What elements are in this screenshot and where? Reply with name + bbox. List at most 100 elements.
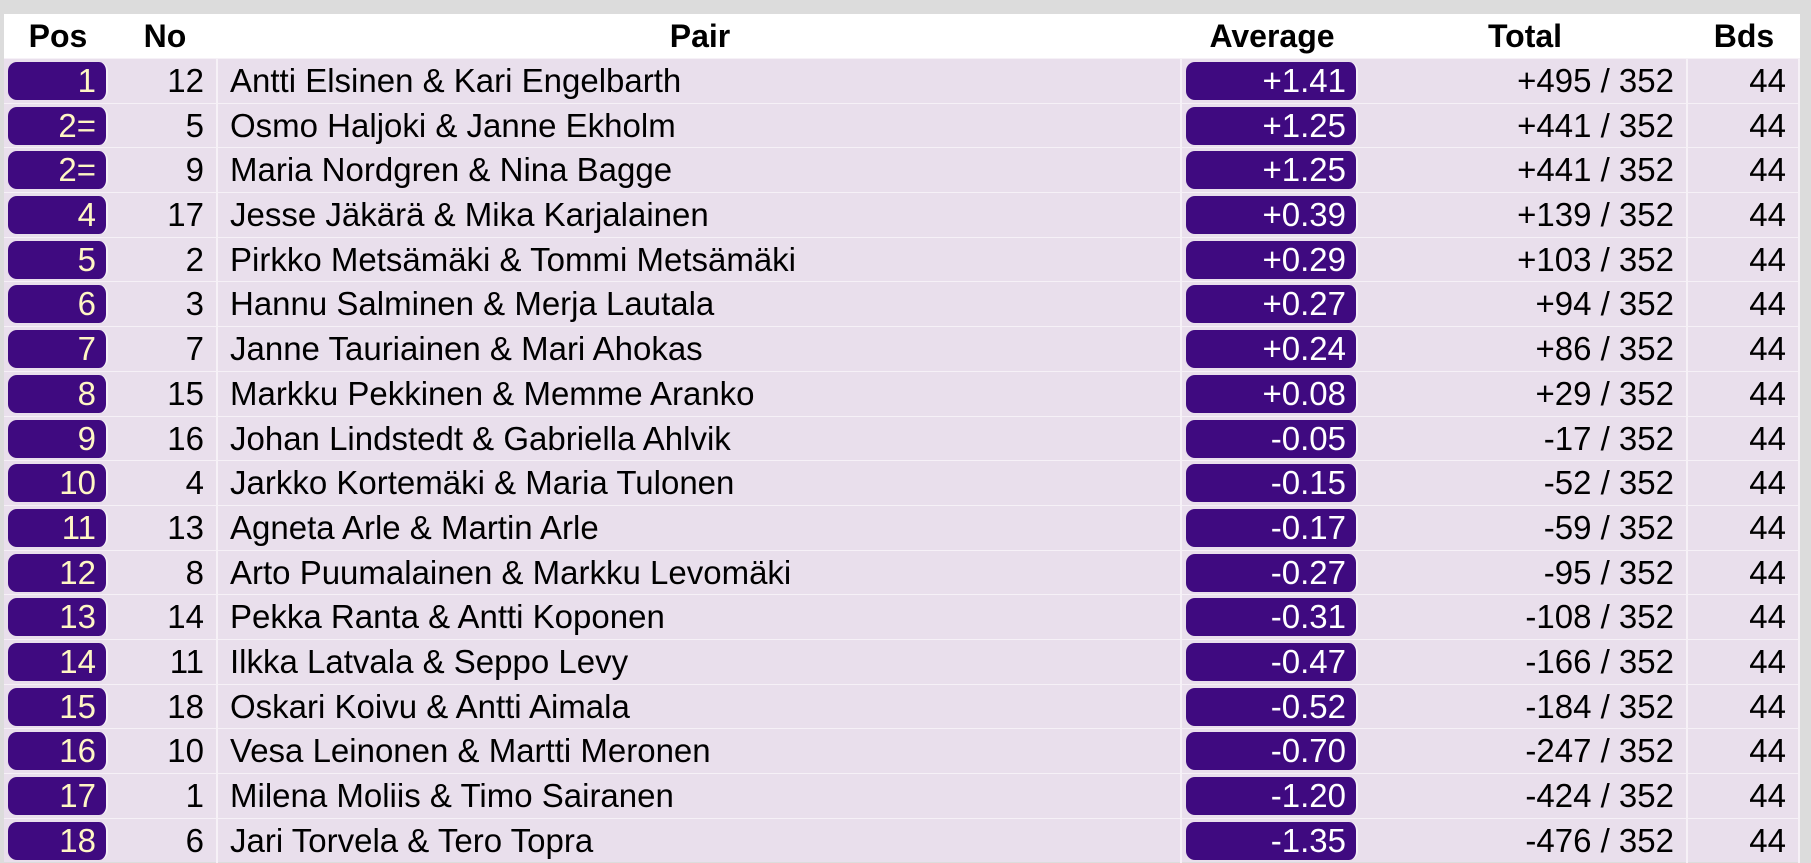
result-row: 14 11 Ilkka Latvala & Seppo Levy -0.47 -166 … (4, 638, 1800, 684)
no-cell: 15 (112, 371, 218, 416)
header-average: Average (1209, 17, 1335, 54)
pos-cell: 6 (8, 285, 108, 324)
average-cell: -0.15 (1186, 464, 1358, 503)
pos-cell: 2= (8, 151, 108, 190)
boards-cell: 44 (1688, 595, 1800, 640)
pair-cell: Vesa Leinonen & Martti Meronen (218, 729, 1182, 774)
pair-cell: Jari Torvela & Tero Topra (218, 818, 1182, 863)
pair-cell: Markku Pekkinen & Memme Aranko (218, 371, 1182, 416)
average-cell: -0.47 (1186, 642, 1358, 681)
pos-cell: 17 (8, 777, 108, 815)
pos-cell: 14 (8, 642, 108, 681)
header-total: Total (1487, 17, 1563, 54)
result-row: 7 7 Janne Tauriainen & Mari Ahokas +0.24 +86… (4, 326, 1800, 372)
total-cell: -95 / 352 (1362, 550, 1688, 595)
pair-cell: Jarkko Kortemäki & Maria Tulonen (218, 461, 1182, 506)
boards-cell: 44 (1688, 818, 1800, 863)
average-cell: +1.25 (1186, 106, 1358, 145)
boards-cell: 44 (1688, 729, 1800, 774)
boards-cell: 44 (1688, 639, 1800, 684)
total-cell: -247 / 352 (1362, 729, 1688, 774)
result-row: 6 3 Hannu Salminen & Merja Lautala +0.27 +94… (4, 281, 1800, 327)
no-cell: 10 (112, 729, 218, 774)
pair-cell: Hannu Salminen & Merja Lautala (218, 282, 1182, 327)
no-cell: 1 (112, 774, 218, 818)
pos-cell: 1 (8, 62, 108, 100)
result-row: 16 10 Vesa Leinonen & Martti Meronen -0.70-… (4, 728, 1800, 774)
total-cell: +139 / 352 (1362, 193, 1688, 238)
pair-cell: Pekka Ranta & Antti Koponen (218, 595, 1182, 640)
no-cell: 16 (112, 416, 218, 461)
no-cell: 18 (112, 684, 218, 729)
header-row: Pos No Pair Average Total Bds (4, 14, 1800, 58)
pair-cell: Maria Nordgren & Nina Bagge (218, 148, 1182, 193)
result-row: 4 17 Jesse Jäkärä & Mika Karjalainen +0.39 +… (4, 192, 1800, 238)
boards-cell: 44 (1688, 148, 1800, 193)
result-row: 8 15 Markku Pekkinen & Memme Aranko +0.08 +2… (4, 370, 1800, 416)
result-row: 13 14 Pekka Ranta & Antti Koponen -0.31 -108… (4, 594, 1800, 640)
boards-cell: 44 (1688, 59, 1800, 103)
boards-cell: 44 (1688, 550, 1800, 595)
total-cell: -108 / 352 (1362, 595, 1688, 640)
result-row: 12 8 Arto Puumalainen & Markku Levomäki -0.… (4, 549, 1800, 595)
pos-cell: 10 (8, 464, 108, 503)
pos-cell: 4 (8, 196, 108, 235)
no-cell: 9 (112, 148, 218, 193)
average-cell: -0.27 (1186, 553, 1358, 592)
pair-cell: Jesse Jäkärä & Mika Karjalainen (218, 193, 1182, 238)
pair-cell: Janne Tauriainen & Mari Ahokas (218, 327, 1182, 372)
pair-cell: Agneta Arle & Martin Arle (218, 505, 1182, 550)
average-cell: -0.52 (1186, 687, 1358, 726)
boards-cell: 44 (1688, 237, 1800, 282)
average-cell: +0.39 (1186, 196, 1358, 235)
pos-cell: 13 (8, 598, 108, 637)
average-cell: -0.17 (1186, 508, 1358, 547)
result-row: 18 6 Jari Torvela & Tero Topra -1.35 -476 / … (4, 817, 1800, 863)
boards-cell: 44 (1688, 103, 1800, 148)
header-boards: Bds (1713, 17, 1775, 54)
no-cell: 17 (112, 193, 218, 238)
average-cell: +1.41 (1186, 62, 1358, 100)
no-cell: 12 (112, 59, 218, 103)
boards-cell: 44 (1688, 327, 1800, 372)
boards-cell: 44 (1688, 371, 1800, 416)
pos-cell: 5 (8, 240, 108, 279)
pair-cell: Milena Moliis & Timo Sairanen (218, 774, 1182, 818)
no-cell: 11 (112, 639, 218, 684)
total-cell: -59 / 352 (1362, 505, 1688, 550)
pos-cell: 8 (8, 374, 108, 413)
average-cell: -1.20 (1186, 777, 1358, 815)
average-cell: +0.27 (1186, 285, 1358, 324)
average-cell: -1.35 (1186, 821, 1358, 860)
no-cell: 2 (112, 237, 218, 282)
pos-cell: 18 (8, 821, 108, 860)
pos-cell: 2= (8, 106, 108, 145)
total-cell: -166 / 352 (1362, 639, 1688, 684)
results-table: Pos No Pair Average Total Bds 1 12 Antti Elsinen… (4, 14, 1800, 863)
total-cell: +441 / 352 (1362, 148, 1688, 193)
result-row: 2= 9 Maria Nordgren & Nina Bagge +1.25 +441 … (4, 147, 1800, 193)
pos-cell: 11 (8, 508, 108, 547)
total-cell: +103 / 352 (1362, 237, 1688, 282)
pair-cell: Arto Puumalainen & Markku Levomäki (218, 550, 1182, 595)
boards-cell: 44 (1688, 774, 1800, 818)
average-cell: -0.31 (1186, 598, 1358, 637)
average-cell: +0.24 (1186, 330, 1358, 369)
total-cell: +86 / 352 (1362, 327, 1688, 372)
total-cell: -184 / 352 (1362, 684, 1688, 729)
pair-cell: Ilkka Latvala & Seppo Levy (218, 639, 1182, 684)
pair-cell: Oskari Koivu & Antti Aimala (218, 684, 1182, 729)
result-row: 1 12 Antti Elsinen & Kari Engelbarth +1.41 +… (4, 58, 1800, 103)
scrollbar (1800, 0, 1811, 863)
header-pair: Pair (669, 17, 731, 54)
average-cell: +1.25 (1186, 151, 1358, 190)
result-row: 11 13 Agneta Arle & Martin Arle -0.17 -59 / … (4, 504, 1800, 550)
total-cell: +29 / 352 (1362, 371, 1688, 416)
pair-cell: Osmo Haljoki & Janne Ekholm (218, 103, 1182, 148)
result-row: 15 18 Oskari Koivu & Antti Aimala -0.52 -184… (4, 683, 1800, 729)
no-cell: 3 (112, 282, 218, 327)
total-cell: -52 / 352 (1362, 461, 1688, 506)
no-cell: 14 (112, 595, 218, 640)
total-cell: -476 / 352 (1362, 818, 1688, 863)
